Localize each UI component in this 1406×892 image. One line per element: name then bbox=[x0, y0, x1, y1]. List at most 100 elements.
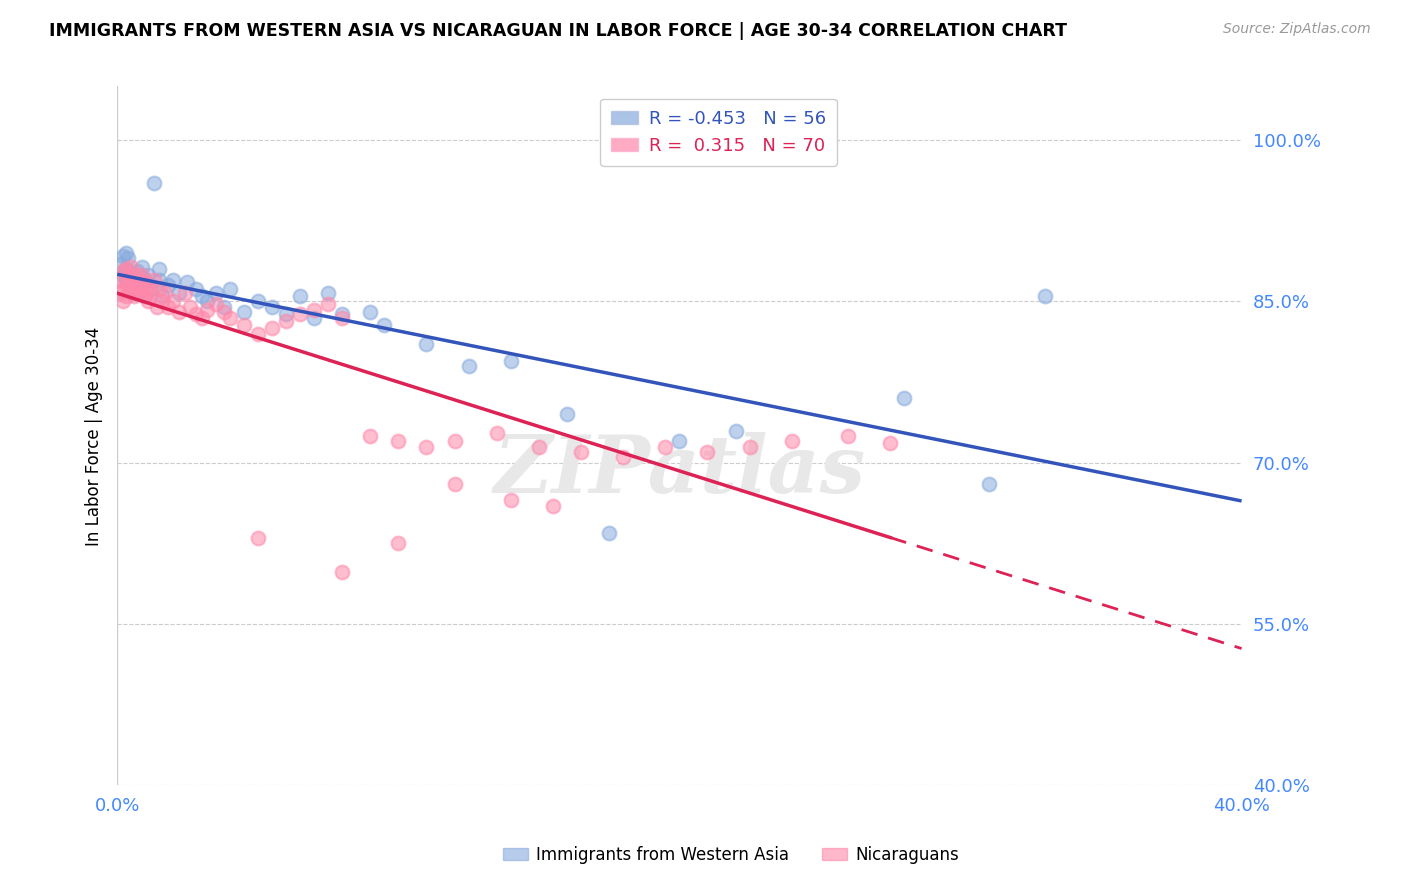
Point bbox=[131, 268, 153, 282]
Point bbox=[167, 305, 190, 319]
Point bbox=[156, 278, 179, 293]
Point bbox=[139, 285, 162, 300]
Point bbox=[117, 264, 139, 278]
Point bbox=[142, 176, 165, 190]
Text: ZIPatlas: ZIPatlas bbox=[494, 432, 866, 509]
Point bbox=[246, 326, 269, 341]
Point bbox=[977, 477, 1000, 491]
Point bbox=[114, 262, 136, 277]
Point bbox=[541, 499, 564, 513]
Point bbox=[128, 281, 150, 295]
Point bbox=[136, 294, 159, 309]
Point bbox=[485, 425, 508, 440]
Point bbox=[499, 493, 522, 508]
Point bbox=[120, 273, 142, 287]
Point bbox=[145, 300, 167, 314]
Point bbox=[879, 436, 901, 450]
Point bbox=[387, 536, 409, 550]
Point bbox=[184, 281, 207, 295]
Point bbox=[108, 273, 131, 287]
Point bbox=[598, 525, 620, 540]
Point bbox=[204, 296, 226, 310]
Text: IMMIGRANTS FROM WESTERN ASIA VS NICARAGUAN IN LABOR FORCE | AGE 30-34 CORRELATIO: IMMIGRANTS FROM WESTERN ASIA VS NICARAGU… bbox=[49, 22, 1067, 40]
Point bbox=[443, 477, 465, 491]
Point bbox=[232, 305, 254, 319]
Point bbox=[122, 285, 145, 300]
Point bbox=[415, 440, 437, 454]
Point bbox=[114, 289, 136, 303]
Point bbox=[274, 314, 297, 328]
Point bbox=[232, 318, 254, 332]
Point bbox=[148, 281, 170, 295]
Point bbox=[162, 294, 184, 309]
Point bbox=[114, 275, 136, 289]
Point bbox=[111, 281, 134, 295]
Point bbox=[176, 275, 198, 289]
Point bbox=[893, 391, 915, 405]
Point bbox=[114, 262, 136, 277]
Point bbox=[108, 285, 131, 300]
Point bbox=[218, 310, 240, 325]
Point bbox=[654, 440, 676, 454]
Point bbox=[117, 268, 139, 282]
Point bbox=[190, 310, 212, 325]
Point bbox=[246, 531, 269, 545]
Point bbox=[111, 294, 134, 309]
Point bbox=[120, 260, 142, 274]
Point bbox=[738, 440, 761, 454]
Point bbox=[612, 450, 634, 465]
Point bbox=[122, 268, 145, 282]
Point bbox=[150, 289, 173, 303]
Point bbox=[150, 294, 173, 309]
Point bbox=[499, 353, 522, 368]
Point bbox=[114, 273, 136, 287]
Point bbox=[156, 300, 179, 314]
Point bbox=[131, 260, 153, 274]
Point bbox=[120, 285, 142, 300]
Point bbox=[457, 359, 479, 373]
Point bbox=[114, 246, 136, 260]
Point bbox=[274, 307, 297, 321]
Point bbox=[148, 273, 170, 287]
Point bbox=[142, 273, 165, 287]
Point bbox=[128, 273, 150, 287]
Point bbox=[139, 281, 162, 295]
Point bbox=[837, 429, 859, 443]
Point bbox=[780, 434, 803, 449]
Point bbox=[415, 337, 437, 351]
Point bbox=[134, 289, 156, 303]
Point bbox=[373, 318, 395, 332]
Point bbox=[246, 294, 269, 309]
Point bbox=[120, 281, 142, 295]
Point bbox=[696, 445, 718, 459]
Point bbox=[260, 321, 283, 335]
Point bbox=[316, 285, 339, 300]
Point bbox=[108, 257, 131, 271]
Point bbox=[128, 285, 150, 300]
Point bbox=[359, 429, 381, 443]
Legend: Immigrants from Western Asia, Nicaraguans: Immigrants from Western Asia, Nicaraguan… bbox=[496, 839, 966, 871]
Point bbox=[288, 289, 311, 303]
Point bbox=[204, 285, 226, 300]
Point bbox=[173, 285, 195, 300]
Point bbox=[125, 281, 148, 295]
Point bbox=[125, 278, 148, 293]
Point bbox=[120, 270, 142, 285]
Point bbox=[195, 294, 218, 309]
Point bbox=[190, 289, 212, 303]
Point bbox=[330, 307, 353, 321]
Point bbox=[111, 268, 134, 282]
Point bbox=[125, 264, 148, 278]
Point bbox=[555, 408, 578, 422]
Point bbox=[131, 281, 153, 295]
Point bbox=[387, 434, 409, 449]
Point bbox=[316, 296, 339, 310]
Point bbox=[195, 303, 218, 318]
Point bbox=[117, 252, 139, 266]
Point bbox=[212, 300, 235, 314]
Point bbox=[302, 303, 325, 318]
Text: Source: ZipAtlas.com: Source: ZipAtlas.com bbox=[1223, 22, 1371, 37]
Point bbox=[184, 307, 207, 321]
Point bbox=[1033, 289, 1056, 303]
Point bbox=[128, 273, 150, 287]
